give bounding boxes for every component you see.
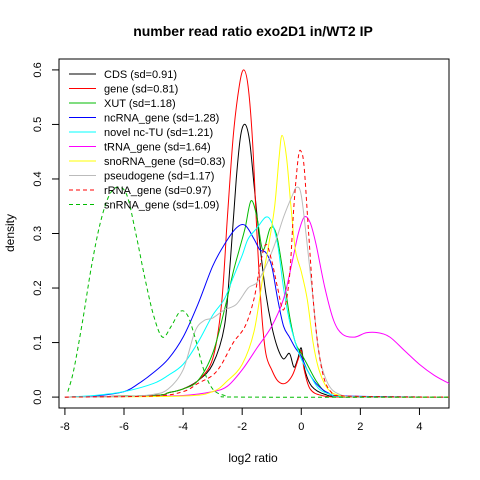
legend-entry: pseudogene (sd=1.17) [104, 171, 214, 183]
series-line-6 [64, 134, 450, 398]
y-tick-label: 0.1 [32, 335, 44, 350]
series-line-7 [64, 186, 450, 398]
y-tick-label: 0.0 [32, 389, 44, 404]
x-tick-label: 4 [416, 421, 422, 433]
y-axis: 0.0 0.1 0.2 0.3 0.4 0.5 0.6 [32, 62, 60, 405]
x-tick-label: -6 [119, 421, 129, 433]
x-axis: -8 -6 -4 -2 0 2 4 [60, 407, 423, 433]
series-line-8 [64, 149, 450, 398]
y-tick-label: 0.3 [32, 226, 44, 241]
y-tick-label: 0.6 [32, 62, 44, 77]
chart-title: number read ratio exo2D1 in/WT2 IP [133, 23, 373, 39]
x-tick-label: -4 [178, 421, 188, 433]
series-line-1 [64, 69, 450, 398]
x-axis-label: log2 ratio [228, 451, 278, 465]
x-tick-label: 0 [298, 421, 304, 433]
legend-entry: rRNA_gene (sd=0.97) [104, 185, 211, 197]
series-line-9 [67, 186, 450, 398]
legend-entry: tRNA_gene (sd=1.64) [104, 142, 211, 154]
series-line-2 [64, 200, 450, 398]
x-tick-label: 2 [357, 421, 363, 433]
legend-entry: XUT (sd=1.18) [104, 98, 176, 110]
y-tick-label: 0.4 [32, 171, 44, 186]
x-tick-label: -2 [237, 421, 247, 433]
series-line-5 [64, 216, 450, 398]
curves [64, 69, 450, 398]
legend-entry: gene (sd=0.81) [104, 84, 178, 96]
legend-entry: novel nc-TU (sd=1.21) [104, 127, 213, 139]
series-line-4 [64, 216, 450, 398]
y-axis-label: density [3, 214, 17, 252]
legend-entry: snoRNA_gene (sd=0.83) [104, 156, 225, 168]
y-tick-label: 0.5 [32, 117, 44, 132]
legend-entry: CDS (sd=0.91) [104, 69, 177, 81]
legend-entry: ncRNA_gene (sd=1.28) [104, 113, 219, 125]
y-tick-label: 0.2 [32, 280, 44, 295]
legend-entry: snRNA_gene (sd=1.09) [104, 200, 219, 212]
legend: CDS (sd=0.91) gene (sd=0.81) XUT (sd=1.18)… [69, 69, 225, 212]
x-tick-label: -8 [60, 421, 70, 433]
